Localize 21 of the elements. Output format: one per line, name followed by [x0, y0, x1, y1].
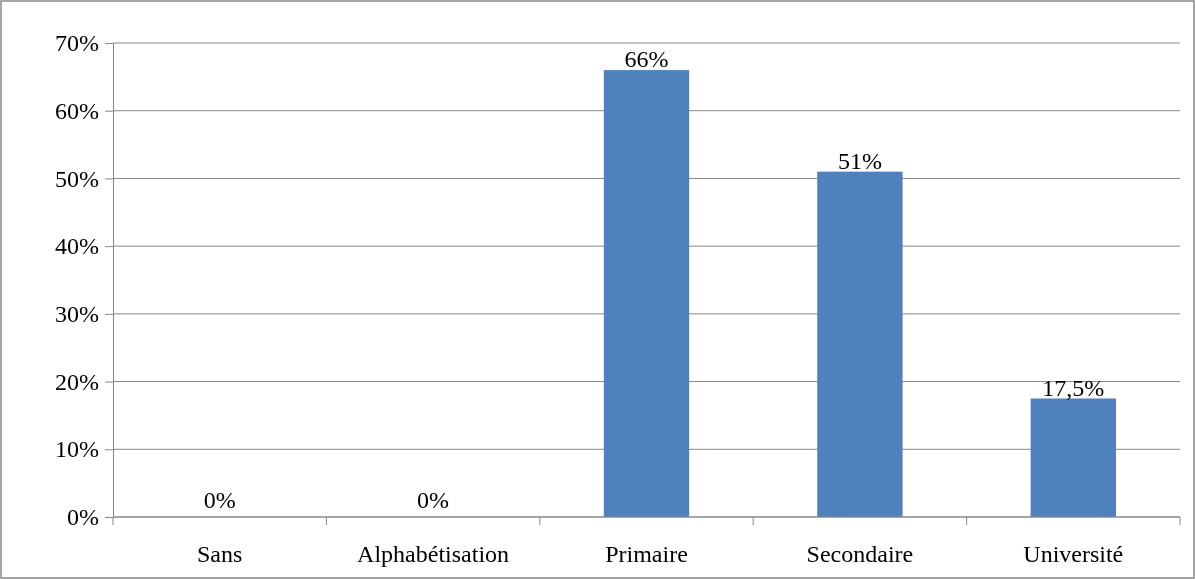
bar — [817, 171, 903, 517]
x-tick-label: Sans — [197, 541, 243, 567]
x-tick-label: Alphabétisation — [357, 541, 510, 567]
y-tick-label: 40% — [55, 233, 99, 260]
data-label: 0% — [417, 487, 450, 513]
x-tick-label: Université — [1023, 541, 1124, 567]
y-tick-label: 30% — [55, 301, 99, 328]
bar — [1030, 398, 1116, 517]
data-label: 51% — [837, 147, 882, 174]
x-tick-label: Secondaire — [806, 541, 914, 567]
data-label: 0% — [203, 487, 236, 513]
y-tick-label: 50% — [55, 165, 99, 192]
y-tick-label: 60% — [55, 97, 99, 124]
bar — [603, 70, 690, 517]
y-tick-label: 70% — [55, 30, 99, 57]
data-label: 17,5% — [1042, 374, 1105, 401]
x-tick-label: Primaire — [605, 541, 688, 567]
y-tick-label: 20% — [55, 368, 99, 395]
y-tick-label: 0% — [67, 504, 99, 531]
data-label: 66% — [624, 46, 669, 73]
y-tick-label: 10% — [55, 436, 99, 463]
